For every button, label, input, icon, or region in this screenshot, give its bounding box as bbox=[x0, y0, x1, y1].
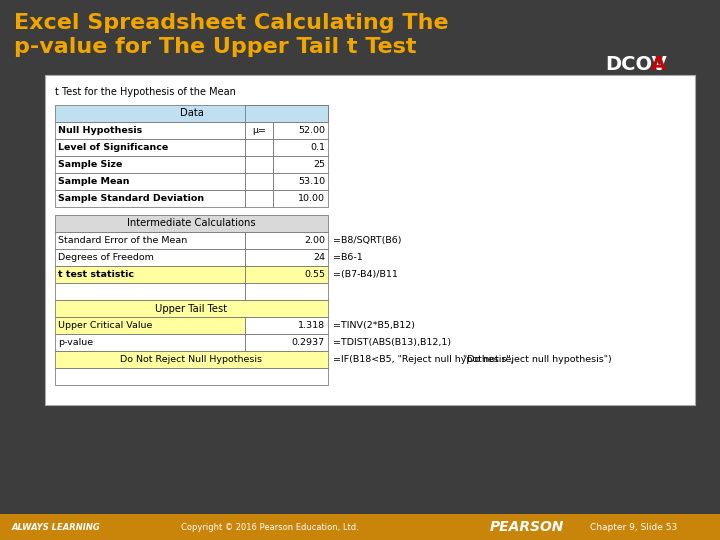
Text: 0.55: 0.55 bbox=[304, 270, 325, 279]
Text: =(B7-B4)/B11: =(B7-B4)/B11 bbox=[333, 270, 398, 279]
Bar bbox=[55, 190, 245, 207]
Bar bbox=[55, 300, 328, 317]
Text: PEARSON: PEARSON bbox=[490, 520, 564, 534]
Text: Excel Spreadsheet Calculating The: Excel Spreadsheet Calculating The bbox=[14, 13, 449, 33]
Text: ALWAYS LEARNING: ALWAYS LEARNING bbox=[12, 523, 101, 531]
Text: p-value for The Upper Tail t Test: p-value for The Upper Tail t Test bbox=[14, 37, 416, 57]
Bar bbox=[55, 105, 328, 122]
Text: =B8/SQRT(B6): =B8/SQRT(B6) bbox=[333, 236, 402, 245]
Text: Data: Data bbox=[179, 109, 204, 118]
Bar bbox=[55, 173, 245, 190]
Text: =B6-1: =B6-1 bbox=[333, 253, 363, 262]
Bar bbox=[273, 190, 328, 207]
Text: =TDIST(ABS(B13),B12,1): =TDIST(ABS(B13),B12,1) bbox=[333, 338, 451, 347]
Text: t Test for the Hypothesis of the Mean: t Test for the Hypothesis of the Mean bbox=[55, 87, 236, 97]
Text: Upper Critical Value: Upper Critical Value bbox=[58, 321, 153, 330]
Bar bbox=[55, 283, 245, 300]
Bar bbox=[55, 249, 245, 266]
Text: 1.318: 1.318 bbox=[298, 321, 325, 330]
Bar bbox=[55, 317, 245, 334]
Bar bbox=[55, 368, 328, 385]
Bar bbox=[245, 156, 273, 173]
Text: t test statistic: t test statistic bbox=[58, 270, 134, 279]
Bar bbox=[245, 190, 273, 207]
Text: Sample Mean: Sample Mean bbox=[58, 177, 130, 186]
Text: 10.00: 10.00 bbox=[298, 194, 325, 203]
Text: 25: 25 bbox=[313, 160, 325, 169]
Text: Degrees of Freedom: Degrees of Freedom bbox=[58, 253, 154, 262]
Text: 53.10: 53.10 bbox=[298, 177, 325, 186]
Bar bbox=[273, 156, 328, 173]
Bar bbox=[55, 215, 328, 232]
Bar bbox=[245, 249, 328, 266]
Text: p-value: p-value bbox=[58, 338, 93, 347]
Text: DCOV: DCOV bbox=[605, 55, 667, 74]
Text: "Do not reject null hypothesis"): "Do not reject null hypothesis") bbox=[463, 355, 612, 364]
Bar bbox=[55, 122, 245, 139]
Bar bbox=[55, 266, 245, 283]
Text: Sample Standard Deviation: Sample Standard Deviation bbox=[58, 194, 204, 203]
Bar bbox=[55, 232, 245, 249]
Text: =TINV(2*B5,B12): =TINV(2*B5,B12) bbox=[333, 321, 415, 330]
Bar bbox=[245, 283, 328, 300]
Text: Chapter 9, Slide 53: Chapter 9, Slide 53 bbox=[590, 523, 678, 531]
Text: Null Hypothesis: Null Hypothesis bbox=[58, 126, 143, 135]
Bar bbox=[0, 514, 720, 540]
Bar bbox=[55, 156, 245, 173]
Bar bbox=[273, 139, 328, 156]
Bar bbox=[245, 105, 328, 122]
Bar bbox=[273, 173, 328, 190]
Bar bbox=[245, 139, 273, 156]
Text: Copyright © 2016 Pearson Education, Ltd.: Copyright © 2016 Pearson Education, Ltd. bbox=[181, 523, 359, 531]
Text: Do Not Reject Null Hypothesis: Do Not Reject Null Hypothesis bbox=[120, 355, 263, 364]
Bar bbox=[55, 139, 245, 156]
Bar bbox=[55, 334, 245, 351]
Text: =IF(B18<B5, "Reject null hypothesis",: =IF(B18<B5, "Reject null hypothesis", bbox=[333, 355, 513, 364]
Text: 0.1: 0.1 bbox=[310, 143, 325, 152]
Bar bbox=[45, 75, 695, 405]
Bar bbox=[245, 334, 328, 351]
Text: Sample Size: Sample Size bbox=[58, 160, 122, 169]
Bar bbox=[245, 122, 273, 139]
Text: Standard Error of the Mean: Standard Error of the Mean bbox=[58, 236, 187, 245]
Text: Upper Tail Test: Upper Tail Test bbox=[156, 303, 228, 314]
Text: A: A bbox=[651, 55, 666, 74]
Bar bbox=[245, 232, 328, 249]
Bar bbox=[55, 351, 328, 368]
Bar bbox=[245, 173, 273, 190]
Bar bbox=[245, 317, 328, 334]
Text: 52.00: 52.00 bbox=[298, 126, 325, 135]
Text: 24: 24 bbox=[313, 253, 325, 262]
Bar bbox=[245, 266, 328, 283]
Text: Intermediate Calculations: Intermediate Calculations bbox=[127, 219, 256, 228]
Text: μ=: μ= bbox=[252, 126, 266, 135]
Text: 0.2937: 0.2937 bbox=[292, 338, 325, 347]
Text: Level of Significance: Level of Significance bbox=[58, 143, 168, 152]
Text: 2.00: 2.00 bbox=[304, 236, 325, 245]
Bar bbox=[273, 122, 328, 139]
